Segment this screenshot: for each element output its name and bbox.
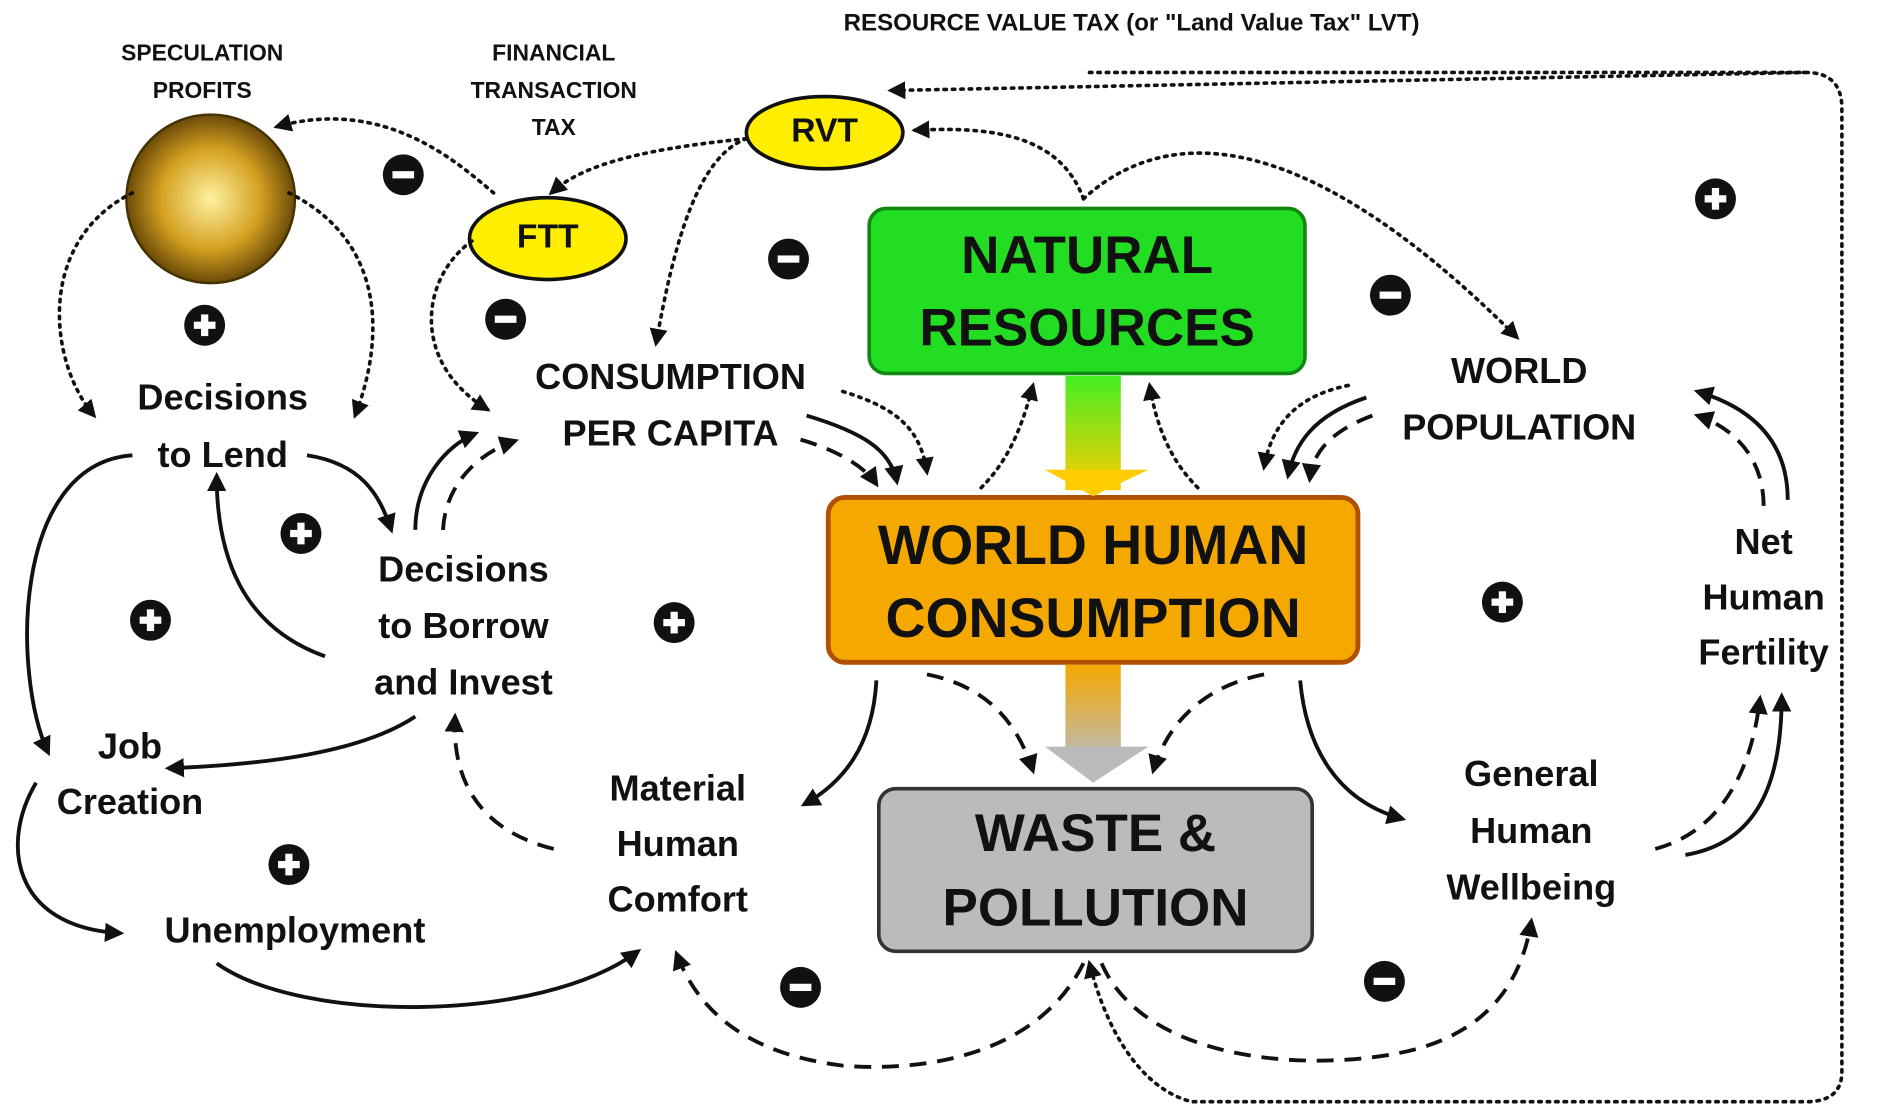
node-label: Human: [1470, 810, 1592, 851]
node-label: POPULATION: [1402, 407, 1636, 448]
plus-sign: [184, 305, 225, 346]
node-label: General: [1464, 753, 1598, 794]
plus-sign: [268, 844, 309, 885]
node-label: to Lend: [158, 434, 288, 475]
node-label: CONSUMPTION: [535, 356, 806, 397]
node-label: RVT: [791, 112, 858, 150]
node-label: Job: [98, 726, 162, 767]
node-label: TAX: [532, 114, 577, 140]
page: {"title":"RESOURCE VALUE TAX (or \"Land …: [0, 0, 1878, 1114]
node-label: PER CAPITA: [563, 413, 779, 454]
node-label: Human: [1702, 576, 1824, 617]
coins-icon: [126, 115, 295, 284]
plus-sign: [1482, 582, 1523, 623]
node-label: PROFITS: [153, 77, 252, 103]
node-label: Decisions: [378, 549, 549, 590]
node-label: WORLD HUMAN: [878, 514, 1309, 576]
minus-sign: [780, 967, 821, 1008]
node-label: to Borrow: [378, 605, 549, 646]
node-label: Decisions: [137, 376, 308, 417]
minus-sign: [383, 154, 424, 195]
plus-sign: [1695, 178, 1736, 219]
node-label: TRANSACTION: [471, 77, 637, 103]
node-label: Wellbeing: [1446, 866, 1616, 907]
plus-sign: [130, 600, 171, 641]
plus-sign: [654, 602, 695, 643]
minus-sign: [1370, 275, 1411, 316]
minus-sign: [1364, 961, 1405, 1002]
flow-arrowhead: [1045, 747, 1149, 783]
node-label: FTT: [517, 217, 579, 255]
node-label: Net: [1735, 521, 1793, 562]
node-label: CONSUMPTION: [885, 587, 1300, 649]
node-label: WORLD: [1451, 350, 1587, 391]
diagram: RESOURCE VALUE TAX (or "Land Value Tax" …: [0, 0, 1878, 1114]
node-label: Fertility: [1698, 632, 1828, 673]
node-label: SPECULATION: [121, 39, 283, 65]
flow-arrowhead: [1045, 470, 1149, 496]
node-label: Human: [617, 823, 739, 864]
minus-sign: [768, 239, 809, 280]
node-label: Creation: [57, 781, 203, 822]
node-label: POLLUTION: [943, 879, 1249, 938]
minus-sign: [485, 299, 526, 340]
node-label: FINANCIAL: [492, 39, 615, 65]
plus-sign: [280, 513, 321, 554]
node-label: Comfort: [608, 878, 748, 919]
node-label: Material: [610, 768, 746, 809]
node-label: Unemployment: [165, 910, 426, 951]
node-label: WASTE &: [975, 804, 1216, 863]
node-label: RESOURCES: [919, 298, 1254, 357]
node-label: and Invest: [374, 662, 553, 703]
diagram-title: RESOURCE VALUE TAX (or "Land Value Tax" …: [844, 10, 1420, 37]
node-label: NATURAL: [961, 226, 1213, 285]
